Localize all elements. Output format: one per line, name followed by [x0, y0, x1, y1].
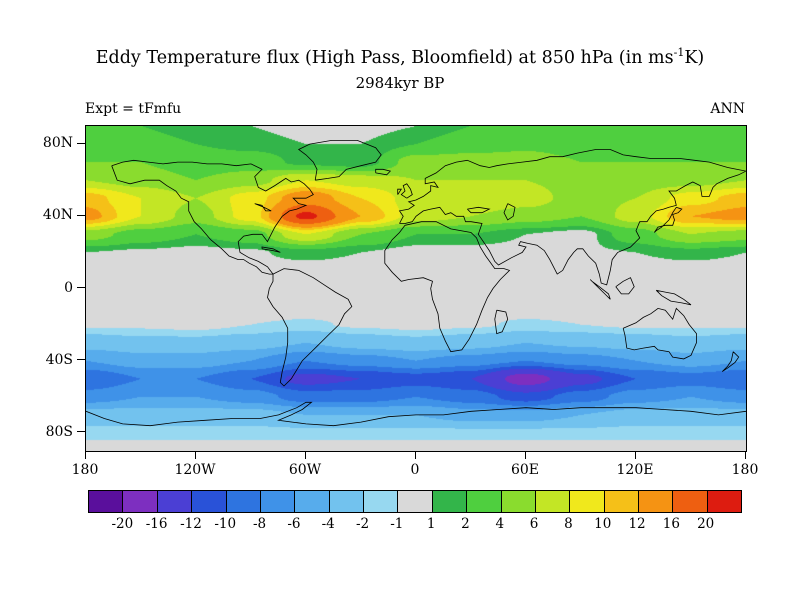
lon-tick-label: 60W — [288, 462, 322, 478]
colorbar-tick-label: 12 — [628, 516, 646, 532]
colorbar-tick-label: -10 — [214, 516, 237, 532]
lat-tick — [77, 142, 85, 144]
colorbar-tick-label: 20 — [697, 516, 715, 532]
colorbar-cell — [226, 491, 261, 512]
chart-title-superscript: -1 — [673, 46, 685, 59]
coastlines-overlay — [86, 140, 746, 427]
lon-tick — [414, 451, 416, 459]
colorbar-tick-label: 16 — [662, 516, 680, 532]
colorbar-cell — [639, 491, 674, 512]
colorbar-tick-label: -20 — [111, 516, 134, 532]
colorbar-cell — [673, 491, 708, 512]
lat-tick-label: 40N — [42, 207, 73, 224]
colorbar-tick-label: -4 — [321, 516, 335, 532]
colorbar-tick-label: -16 — [145, 516, 168, 532]
lon-tick — [194, 451, 196, 459]
colorbar-cell — [604, 491, 639, 512]
lon-tick — [744, 451, 746, 459]
colorbar-tick-label: 10 — [594, 516, 612, 532]
colorbar-cell — [501, 491, 536, 512]
colorbar-tick-label: 8 — [564, 516, 573, 532]
lat-tick-label: 80S — [45, 423, 73, 440]
colorbar-tick-label: -12 — [180, 516, 202, 532]
colorbar-tick-label: -1 — [390, 516, 404, 532]
colorbar-cell — [192, 491, 227, 512]
colorbar-tick-label: -6 — [287, 516, 301, 532]
lon-tick-label: 120E — [616, 462, 654, 478]
colorbar-cell — [123, 491, 158, 512]
colorbar-cell — [329, 491, 364, 512]
chart-title: Eddy Temperature flux (High Pass, Bloomf… — [0, 46, 800, 68]
map-frame — [85, 125, 747, 452]
lat-tick — [77, 359, 85, 361]
colorbar-cell — [157, 491, 193, 512]
lat-tick — [77, 431, 85, 433]
lon-tick — [634, 451, 636, 459]
colorbar-tick-label: 1 — [426, 516, 436, 532]
colorbar — [88, 490, 742, 513]
lon-tick-label: 0 — [410, 462, 420, 478]
lon-tick — [524, 451, 526, 459]
coastline-path — [86, 140, 746, 427]
lat-tick-label: 80N — [42, 135, 73, 152]
colorbar-cell — [364, 491, 399, 512]
colorbar-cell — [570, 491, 605, 512]
colorbar-tick-label: 6 — [529, 516, 539, 532]
lon-tick-label: 120W — [174, 462, 216, 478]
colorbar-cell — [467, 491, 502, 512]
colorbar-cell — [260, 491, 296, 512]
colorbar-tick-label: -2 — [355, 516, 370, 532]
lat-tick — [77, 214, 85, 216]
lat-tick-label: 40S — [45, 351, 73, 368]
colorbar-cell — [707, 491, 742, 512]
lon-tick-label: 180 — [731, 462, 759, 478]
colorbar-cell — [295, 491, 330, 512]
contour-field-canvas — [86, 126, 746, 451]
chart-title-text: Eddy Temperature flux (High Pass, Bloomf… — [95, 47, 674, 68]
experiment-label: Expt = tFmfu — [85, 101, 182, 117]
lon-tick-label: 60E — [510, 462, 540, 478]
chart-title-suffix: K) — [684, 47, 705, 68]
colorbar-tick-label: 4 — [495, 516, 505, 532]
colorbar-cell — [398, 491, 433, 512]
lat-tick-label: 0 — [64, 279, 73, 296]
colorbar-cell — [432, 491, 468, 512]
season-label: ANN — [710, 101, 745, 117]
colorbar-cell — [89, 491, 124, 512]
chart-subtitle: 2984kyr BP — [355, 74, 445, 92]
lon-tick-label: 180 — [71, 462, 99, 478]
lon-tick — [304, 451, 306, 459]
lon-tick — [84, 451, 86, 459]
colorbar-cell — [535, 491, 571, 512]
colorbar-tick-label: 2 — [461, 516, 470, 532]
lat-tick — [77, 287, 85, 288]
colorbar-tick-label: -8 — [253, 516, 267, 532]
